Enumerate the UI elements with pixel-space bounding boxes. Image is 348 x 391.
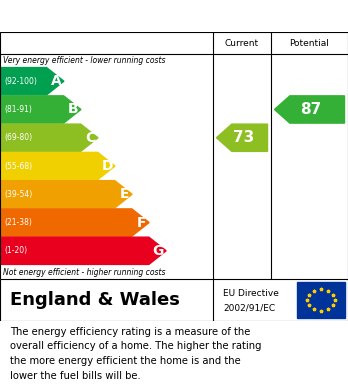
Polygon shape <box>0 181 132 208</box>
Text: (21-38): (21-38) <box>4 218 32 227</box>
Text: F: F <box>136 215 146 230</box>
Text: EU Directive: EU Directive <box>223 289 279 298</box>
Text: 73: 73 <box>233 130 254 145</box>
Text: England & Wales: England & Wales <box>10 291 180 309</box>
Text: The energy efficiency rating is a measure of the
overall efficiency of a home. T: The energy efficiency rating is a measur… <box>10 326 262 381</box>
Text: 2002/91/EC: 2002/91/EC <box>223 304 276 313</box>
Polygon shape <box>0 68 64 95</box>
Text: A: A <box>51 74 62 88</box>
Text: Very energy efficient - lower running costs: Very energy efficient - lower running co… <box>3 56 166 65</box>
Text: (39-54): (39-54) <box>4 190 32 199</box>
Text: Energy Efficiency Rating: Energy Efficiency Rating <box>10 9 220 23</box>
Text: Not energy efficient - higher running costs: Not energy efficient - higher running co… <box>3 268 166 277</box>
Text: (69-80): (69-80) <box>4 133 32 142</box>
Polygon shape <box>0 124 98 151</box>
Polygon shape <box>0 209 149 236</box>
Text: 87: 87 <box>300 102 322 117</box>
Polygon shape <box>0 152 115 179</box>
Text: Potential: Potential <box>290 38 330 47</box>
Text: C: C <box>85 131 95 145</box>
Polygon shape <box>0 96 81 123</box>
Text: Current: Current <box>225 38 259 47</box>
Bar <box>297 282 345 317</box>
Polygon shape <box>0 237 166 264</box>
Text: (55-68): (55-68) <box>4 161 32 170</box>
Text: (92-100): (92-100) <box>4 77 37 86</box>
Text: G: G <box>153 244 164 258</box>
Polygon shape <box>275 96 345 123</box>
Text: (1-20): (1-20) <box>4 246 27 255</box>
Text: B: B <box>68 102 78 117</box>
Text: D: D <box>102 159 113 173</box>
Polygon shape <box>216 124 268 151</box>
Text: E: E <box>119 187 129 201</box>
Text: (81-91): (81-91) <box>4 105 32 114</box>
